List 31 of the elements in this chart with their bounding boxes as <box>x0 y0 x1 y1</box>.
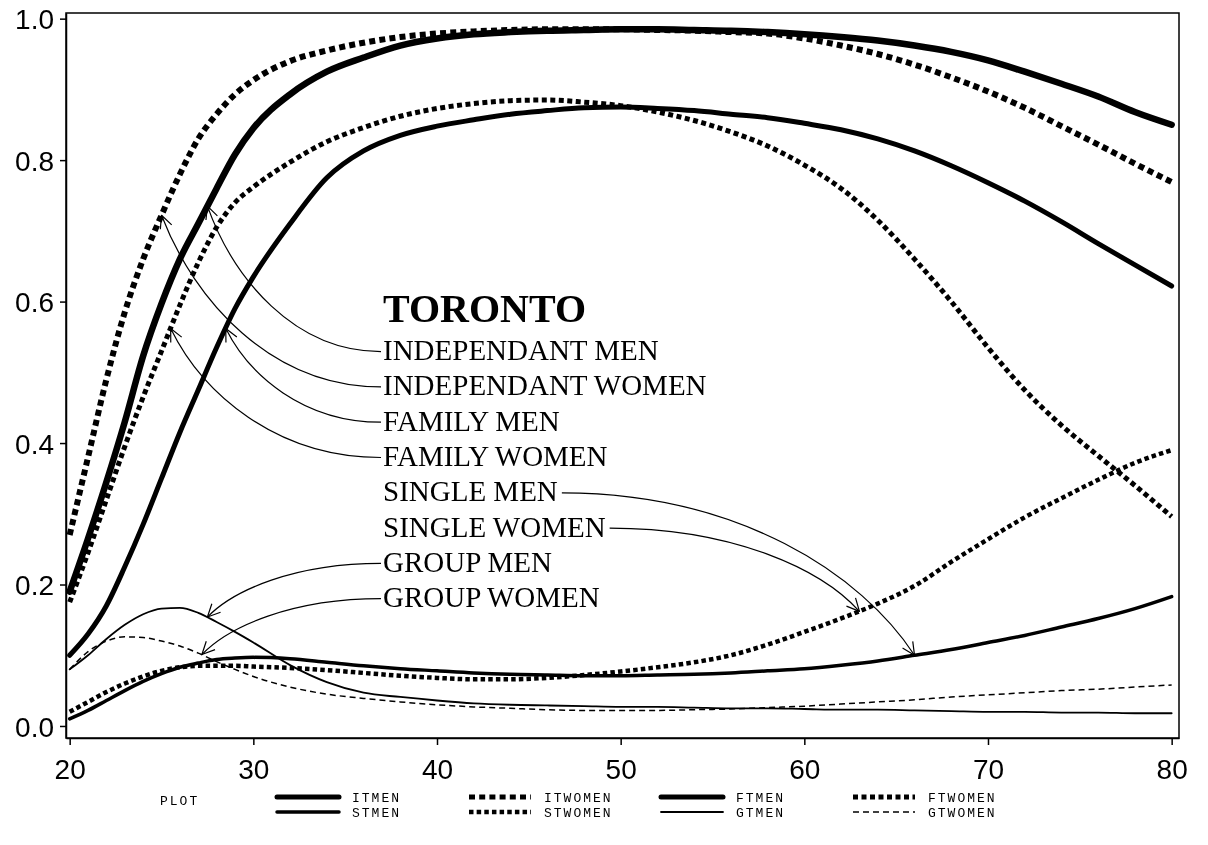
legend-label: STWOMEN <box>544 806 613 821</box>
annotation: SINGLE MEN <box>383 475 558 508</box>
x-tick-label: 30 <box>238 753 270 785</box>
legend-label: STMEN <box>352 806 402 821</box>
legend-label: ITWOMEN <box>544 791 613 806</box>
text: TORONTO <box>383 286 587 331</box>
legend-label: ITMEN <box>352 791 402 806</box>
y-tick-label: 0.2 <box>15 570 54 602</box>
annotation: INDEPENDANT MEN <box>383 334 659 366</box>
y-tick-label: 0.6 <box>15 287 54 319</box>
x-tick-label: 40 <box>421 753 454 785</box>
legend-title: PLOT <box>160 794 200 809</box>
legend-label: GTWOMEN <box>928 806 997 821</box>
annotation: GROUP MEN <box>383 545 552 578</box>
y-tick-label: 1.0 <box>15 4 54 36</box>
x-tick-label: 60 <box>789 753 821 785</box>
annotation: FAMILY MEN <box>383 404 560 437</box>
legend-label: FTMEN <box>736 791 786 806</box>
y-tick-label: 0.0 <box>15 711 54 743</box>
annotation: GROUP WOMEN <box>383 581 600 614</box>
x-tick-label: 50 <box>605 753 637 785</box>
y-tick-label: 0.4 <box>15 428 54 460</box>
legend-label: FTWOMEN <box>928 791 997 806</box>
x-tick-label: 70 <box>972 753 1005 785</box>
annotation: INDEPENDANT WOMEN <box>383 369 707 402</box>
annotation: FAMILY WOMEN <box>383 439 608 472</box>
x-tick-label: 80 <box>1156 753 1188 785</box>
annotation: SINGLE WOMEN <box>383 510 606 543</box>
x-tick-label: 20 <box>54 753 86 785</box>
legend-label: GTMEN <box>736 806 786 821</box>
y-tick-label: 0.8 <box>15 145 54 177</box>
